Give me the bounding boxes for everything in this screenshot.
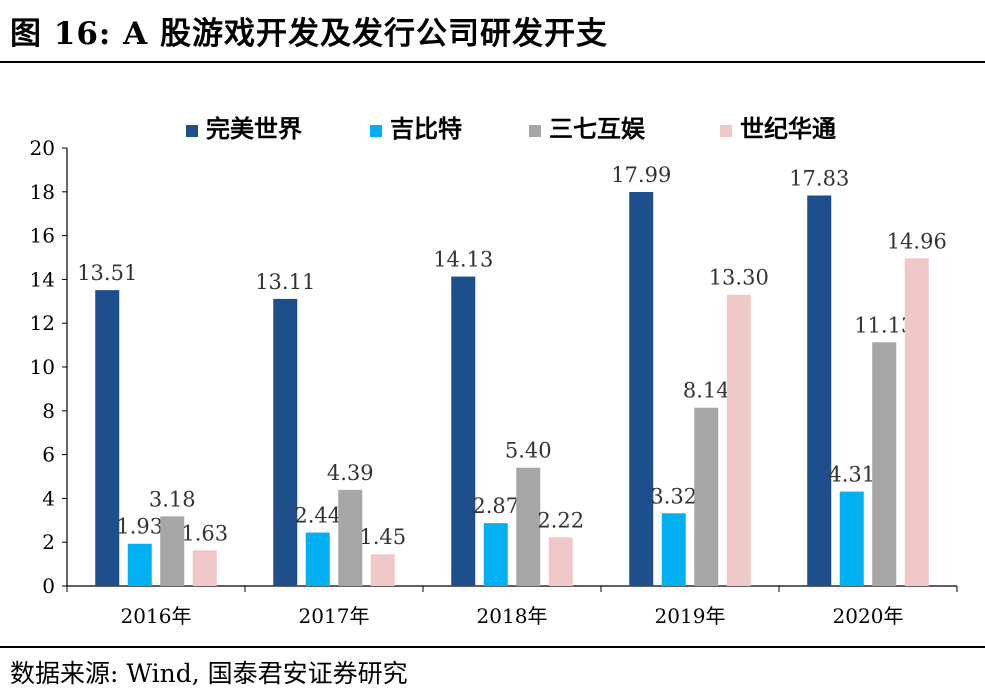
y-tick-label: 0 — [42, 574, 55, 598]
bar — [904, 258, 929, 586]
y-tick-label: 16 — [30, 224, 55, 248]
legend-swatch — [186, 125, 198, 137]
y-tick-label: 18 — [30, 180, 55, 204]
legend-swatch — [720, 125, 732, 137]
bar — [160, 516, 185, 586]
data-label: 4.31 — [828, 463, 875, 487]
data-label: 2.87 — [472, 494, 519, 518]
x-tick-label: 2018年 — [477, 604, 548, 628]
legend-label: 完美世界 — [206, 115, 302, 143]
y-tick-label: 20 — [30, 136, 55, 160]
data-label: 3.18 — [149, 487, 196, 511]
data-label: 14.13 — [433, 248, 493, 272]
y-tick-label: 14 — [30, 267, 55, 291]
bar — [192, 550, 217, 586]
bar — [661, 513, 686, 586]
bar — [629, 192, 654, 587]
source-divider — [0, 646, 985, 648]
y-tick-label: 4 — [42, 486, 55, 510]
data-label: 11.13 — [854, 313, 914, 337]
y-tick-label: 6 — [42, 443, 55, 467]
data-label: 2.22 — [537, 508, 584, 532]
page-title: 图 16: A 股游戏开发及发行公司研发开支 — [10, 16, 609, 52]
bar — [95, 290, 120, 586]
legend-label: 世纪华通 — [740, 115, 836, 143]
y-tick-label: 8 — [42, 399, 55, 423]
data-label: 8.14 — [683, 379, 730, 403]
bar — [516, 467, 541, 586]
data-label: 17.99 — [611, 163, 671, 187]
bar — [694, 407, 719, 586]
bar-chart: 0 2 4 6 8 10 12 14 16 18 20 2016年 13.51 1.93 3.18 1.63 2… — [30, 115, 958, 628]
data-label: 3.32 — [650, 484, 697, 508]
legend-swatch — [370, 125, 382, 137]
data-label: 1.63 — [181, 521, 228, 545]
bar — [483, 523, 508, 586]
data-label: 1.93 — [116, 515, 163, 539]
bar — [370, 554, 395, 586]
y-tick-label: 10 — [30, 355, 55, 379]
x-tick-label: 2019年 — [655, 604, 726, 628]
source-note: 数据来源: Wind, 国泰君安证券研究 — [10, 659, 408, 688]
data-label: 17.83 — [789, 167, 849, 191]
data-label: 14.96 — [887, 229, 947, 253]
bar — [872, 342, 897, 586]
data-label: 13.51 — [77, 261, 137, 285]
x-tick-label: 2016年 — [121, 604, 192, 628]
bar — [451, 276, 476, 586]
y-tick-label: 2 — [42, 530, 55, 554]
legend-label: 吉比特 — [390, 115, 462, 143]
bar — [127, 543, 152, 586]
y-tick-label: 12 — [30, 311, 55, 335]
bar — [338, 489, 363, 586]
x-tick-label: 2020年 — [833, 604, 904, 628]
data-label: 5.40 — [505, 439, 552, 463]
data-label: 13.11 — [255, 270, 315, 294]
bar — [548, 537, 573, 586]
legend-swatch — [529, 125, 541, 137]
data-label: 4.39 — [327, 461, 374, 485]
bar — [807, 195, 832, 586]
data-label: 13.30 — [709, 266, 769, 290]
bar — [273, 298, 298, 586]
x-tick-label: 2017年 — [299, 604, 370, 628]
bar — [726, 294, 751, 586]
bar — [305, 532, 330, 586]
data-label: 1.45 — [359, 525, 406, 549]
bar — [839, 491, 864, 586]
legend-label: 三七互娱 — [549, 115, 646, 143]
data-label: 2.44 — [294, 504, 341, 528]
title-divider — [0, 61, 985, 63]
